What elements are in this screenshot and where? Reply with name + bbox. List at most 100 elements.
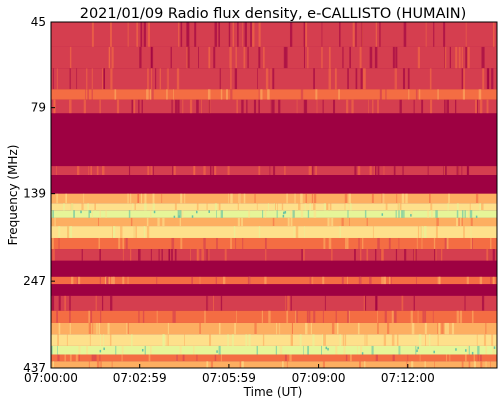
spectral-streak <box>114 89 117 100</box>
spectral-streak <box>295 310 297 323</box>
spectral-streak <box>162 334 165 346</box>
spectral-streak <box>244 22 247 47</box>
spectral-streak <box>395 46 398 69</box>
spectral-streak <box>130 217 133 227</box>
spectral-streak <box>275 345 277 355</box>
spectral-streak <box>132 203 134 211</box>
spectral-streak <box>385 89 387 100</box>
spectral-streak <box>444 99 446 114</box>
spectral-streak <box>66 334 68 346</box>
spectral-streak <box>258 99 260 114</box>
spectral-streak <box>167 68 169 90</box>
spectral-streak <box>336 322 339 335</box>
spectral-streak <box>366 334 368 346</box>
frequency-band <box>51 345 497 355</box>
spectral-streak <box>273 166 276 176</box>
spectral-streak <box>341 217 344 227</box>
spectral-streak <box>287 295 290 311</box>
spectral-streak <box>435 249 437 261</box>
spectral-streak <box>289 354 292 362</box>
spectral-streak <box>284 166 286 176</box>
spectral-streak <box>398 237 400 250</box>
spectral-streak <box>276 322 278 335</box>
spectral-streak <box>133 99 136 114</box>
spectral-streak <box>322 310 324 323</box>
spectral-streak <box>449 354 451 362</box>
spectral-streak <box>111 46 114 69</box>
spectral-streak <box>131 99 134 114</box>
spectral-streak <box>461 217 463 227</box>
spectral-streak <box>470 226 472 238</box>
burst-point <box>208 210 210 213</box>
spectral-streak <box>64 295 66 311</box>
spectral-streak <box>349 46 351 69</box>
spectral-streak <box>152 193 155 204</box>
spectral-streak <box>180 237 183 250</box>
burst-point <box>381 213 384 216</box>
spectral-streak <box>383 166 385 176</box>
spectral-streak <box>277 203 278 211</box>
spectral-streak <box>419 354 421 362</box>
spectral-streak <box>243 193 246 204</box>
spectral-streak <box>90 166 93 176</box>
spectral-streak <box>144 345 146 355</box>
spectral-streak <box>173 166 176 176</box>
burst-point <box>493 346 496 349</box>
spectral-streak <box>417 310 419 323</box>
spectral-streak <box>196 99 199 114</box>
spectral-streak <box>157 217 160 227</box>
spectral-streak <box>479 99 483 114</box>
spectral-streak <box>348 193 351 204</box>
spectral-streak <box>184 193 186 204</box>
spectral-streak <box>51 345 53 355</box>
spectral-streak <box>465 46 468 69</box>
spectral-streak <box>414 249 416 261</box>
spectral-streak <box>402 166 404 176</box>
chart-title: 2021/01/09 Radio flux density, e-CALLIST… <box>80 6 467 22</box>
spectral-streak <box>371 345 374 355</box>
spectral-streak <box>464 295 466 311</box>
spectral-streak <box>193 166 196 176</box>
spectral-streak <box>237 203 239 211</box>
spectral-streak <box>305 322 308 335</box>
spectral-streak <box>201 249 205 261</box>
spectral-streak <box>447 203 449 211</box>
spectral-streak <box>230 89 233 100</box>
spectral-streak <box>391 310 394 323</box>
burst-point <box>455 348 457 351</box>
x-tick-label: 07:00:00 <box>24 371 78 385</box>
spectral-streak <box>303 46 305 69</box>
spectral-streak <box>433 22 435 47</box>
spectral-streak <box>274 203 276 211</box>
spectral-streak <box>177 210 180 218</box>
spectral-streak <box>433 237 436 250</box>
spectral-streak <box>285 46 288 69</box>
frequency-band <box>51 113 497 167</box>
spectral-streak <box>230 237 232 250</box>
spectral-streak <box>407 68 410 90</box>
frequency-band <box>51 334 497 346</box>
spectral-streak <box>456 166 459 176</box>
spectral-streak <box>254 322 257 335</box>
frequency-band <box>51 276 497 285</box>
spectral-streak <box>473 354 475 362</box>
spectral-streak <box>150 249 152 261</box>
spectral-streak <box>477 99 478 114</box>
spectral-streak <box>76 68 78 90</box>
spectral-streak <box>437 334 439 346</box>
spectral-streak <box>198 46 199 69</box>
spectral-streak <box>237 22 239 47</box>
spectral-streak <box>235 237 237 250</box>
spectral-streak <box>286 193 288 204</box>
spectral-streak <box>98 237 100 250</box>
spectral-streak <box>126 322 128 335</box>
spectral-streak <box>109 334 112 346</box>
spectral-streak <box>56 310 58 323</box>
spectral-streak <box>344 193 348 204</box>
spectral-streak <box>468 345 470 355</box>
spectral-streak <box>421 99 424 114</box>
spectral-streak <box>262 334 265 346</box>
spectral-streak <box>140 22 143 47</box>
spectral-streak <box>285 295 286 311</box>
spectral-streak <box>416 237 418 250</box>
